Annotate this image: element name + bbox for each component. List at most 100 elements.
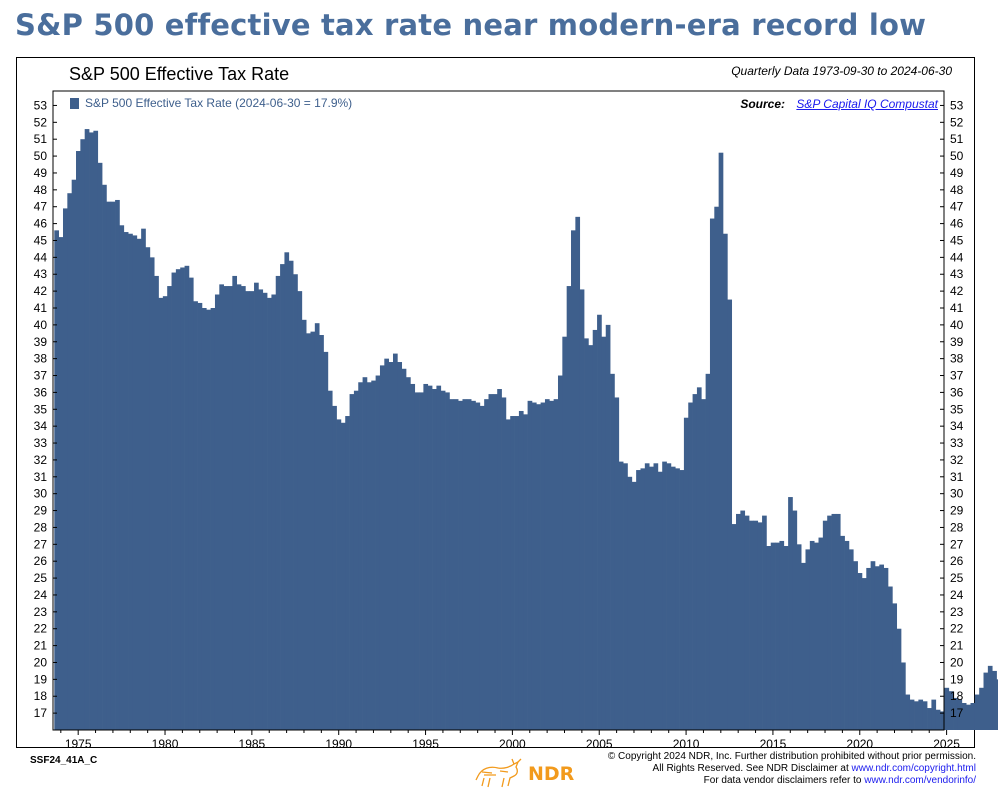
y-tick-label-left: 24 (34, 588, 48, 602)
bar (449, 399, 455, 730)
bar (466, 399, 472, 730)
y-tick-label-right: 17 (950, 706, 964, 720)
bar (145, 247, 151, 731)
bar (492, 394, 498, 730)
bar (987, 665, 993, 730)
bar (640, 468, 646, 730)
bar (696, 387, 702, 730)
x-tick-label: 2020 (846, 737, 873, 751)
x-tick-label: 2025 (933, 737, 960, 751)
bar (527, 400, 533, 730)
bar (488, 394, 494, 730)
bar (362, 377, 368, 730)
y-tick-label-left: 53 (34, 98, 48, 112)
bar (401, 368, 407, 730)
bar (414, 392, 420, 730)
copyright-link[interactable]: www.ndr.com/copyright.html (851, 763, 977, 774)
y-tick-label-right: 50 (950, 149, 964, 163)
chart-frame (16, 57, 975, 748)
bar (149, 257, 155, 730)
bar (297, 291, 303, 730)
y-tick-label-right: 37 (950, 369, 964, 383)
bar (953, 697, 958, 730)
bar (267, 297, 272, 730)
bar (983, 672, 989, 730)
bar (562, 336, 568, 730)
y-tick-label-right: 23 (950, 605, 964, 619)
y-tick-label-left: 20 (34, 655, 48, 669)
bar (844, 540, 850, 730)
bar (610, 373, 615, 730)
bar (280, 264, 285, 730)
copyright-line-1: © Copyright 2024 NDR, Inc. Further distr… (607, 751, 976, 762)
page-headline: S&P 500 effective tax rate near modern-e… (15, 8, 927, 42)
y-tick-label-left: 51 (34, 132, 48, 146)
y-tick-label-left: 45 (34, 233, 48, 247)
y-tick-label-right: 27 (950, 537, 964, 551)
bar (432, 389, 437, 730)
chart-code: SSF24_41A_C (30, 755, 98, 766)
bar (618, 461, 624, 730)
bar (76, 151, 81, 730)
chart-legend: S&P 500 Effective Tax Rate (2024-06-30 =… (70, 96, 352, 110)
bar (458, 400, 463, 730)
y-tick-label-right: 43 (950, 267, 964, 281)
bar (944, 687, 950, 730)
bar (670, 466, 676, 730)
bar (232, 275, 238, 730)
bar (236, 284, 242, 730)
y-tick-label-left: 43 (34, 267, 48, 281)
source-link[interactable]: S&P Capital IQ Compustat (796, 97, 938, 111)
bar (119, 225, 125, 731)
bar (840, 535, 845, 730)
y-tick-label-left: 22 (34, 622, 48, 636)
y-tick-label-right: 21 (950, 639, 964, 653)
bar (419, 392, 424, 730)
vendorinfo-link[interactable]: www.ndr.com/vendorinfo/ (864, 775, 976, 786)
y-tick-label-right: 45 (950, 233, 964, 247)
bar (379, 365, 385, 730)
bar (887, 586, 893, 730)
bar (709, 218, 715, 731)
y-tick-label-right: 40 (950, 318, 964, 332)
y-tick-label-left: 38 (34, 352, 48, 366)
bar (366, 382, 372, 730)
bar (484, 399, 489, 730)
copyright-line-2-text: All Rights Reserved. See NDR Disclaimer … (652, 763, 852, 774)
bar (197, 302, 203, 730)
y-tick-label-left: 18 (34, 689, 48, 703)
bar (796, 544, 802, 730)
chart-title: S&P 500 Effective Tax Rate (69, 64, 290, 84)
bar (284, 252, 290, 731)
bar (879, 564, 884, 730)
y-tick-label-left: 17 (34, 706, 48, 720)
ndr-logo-text: NDR (528, 763, 575, 785)
y-tick-label-right: 30 (950, 487, 964, 501)
bar (922, 701, 928, 730)
bar (210, 308, 216, 730)
bar (597, 314, 602, 730)
bar (536, 404, 541, 730)
bar (861, 578, 867, 730)
y-tick-label-left: 26 (34, 554, 48, 568)
y-tick-label-right: 48 (950, 183, 964, 197)
x-tick-label: 2015 (760, 737, 787, 751)
bar (909, 699, 915, 730)
bar (553, 399, 559, 730)
y-tick-label-right: 22 (950, 622, 964, 636)
bar (136, 238, 142, 731)
bar (866, 567, 871, 730)
bar (406, 377, 411, 730)
bar (736, 513, 741, 730)
bar (809, 540, 815, 730)
y-tick-label-left: 32 (34, 453, 48, 467)
bar (592, 329, 598, 730)
bar (58, 237, 64, 730)
chart-source: Source: S&P Capital IQ Compustat (740, 97, 938, 111)
chart-subtitle: Quarterly Data 1973-09-30 to 2024-06-30 (731, 64, 952, 78)
bar (167, 286, 172, 730)
y-tick-label-left: 23 (34, 605, 48, 619)
y-tick-label-left: 50 (34, 149, 48, 163)
y-tick-label-right: 34 (950, 419, 964, 433)
